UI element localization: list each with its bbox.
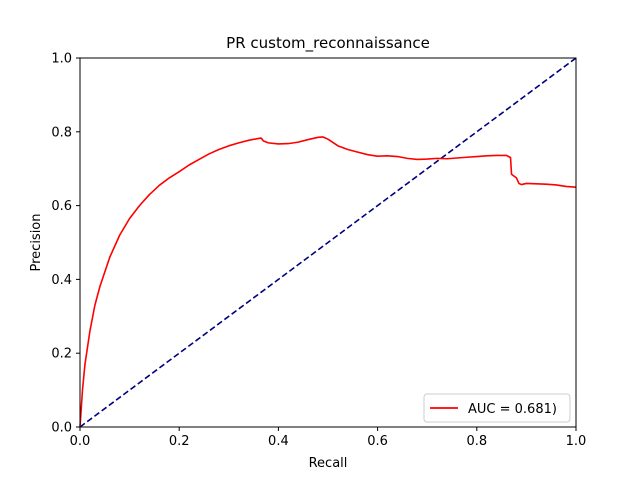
y-tick-label: 1.0 [51,52,72,67]
y-tick-label: 0.6 [51,199,72,214]
plot-frame [79,57,577,428]
x-axis-label: Recall [309,456,348,471]
plot-area [79,57,577,428]
x-tick-label: 0.8 [466,434,487,449]
axis-ticks: 0.0 0.2 0.4 0.6 0.8 1.0 0.0 0.2 0.4 0.6 0.8 1.0 [51,52,586,450]
x-tick-label: 0.0 [70,434,91,449]
series-line-pr-curve [79,136,577,428]
series-line-baseline [79,57,577,428]
y-axis-label: Precision [29,213,44,271]
y-tick-label: 0.2 [51,347,72,362]
legend-box [423,393,571,423]
x-tick-label: 1.0 [566,434,587,449]
legend: AUC = 0.681) [423,393,571,423]
chart-title: PR custom_reconnaissance [226,34,430,53]
legend-label-pr: AUC = 0.681) [468,402,557,417]
y-tick-label: 0.8 [51,125,72,140]
x-tick-label: 0.2 [169,434,190,449]
y-tick-label: 0.4 [51,273,72,288]
x-tick-label: 0.4 [268,434,289,449]
y-tick-label: 0.0 [51,421,72,436]
x-tick-label: 0.6 [367,434,388,449]
